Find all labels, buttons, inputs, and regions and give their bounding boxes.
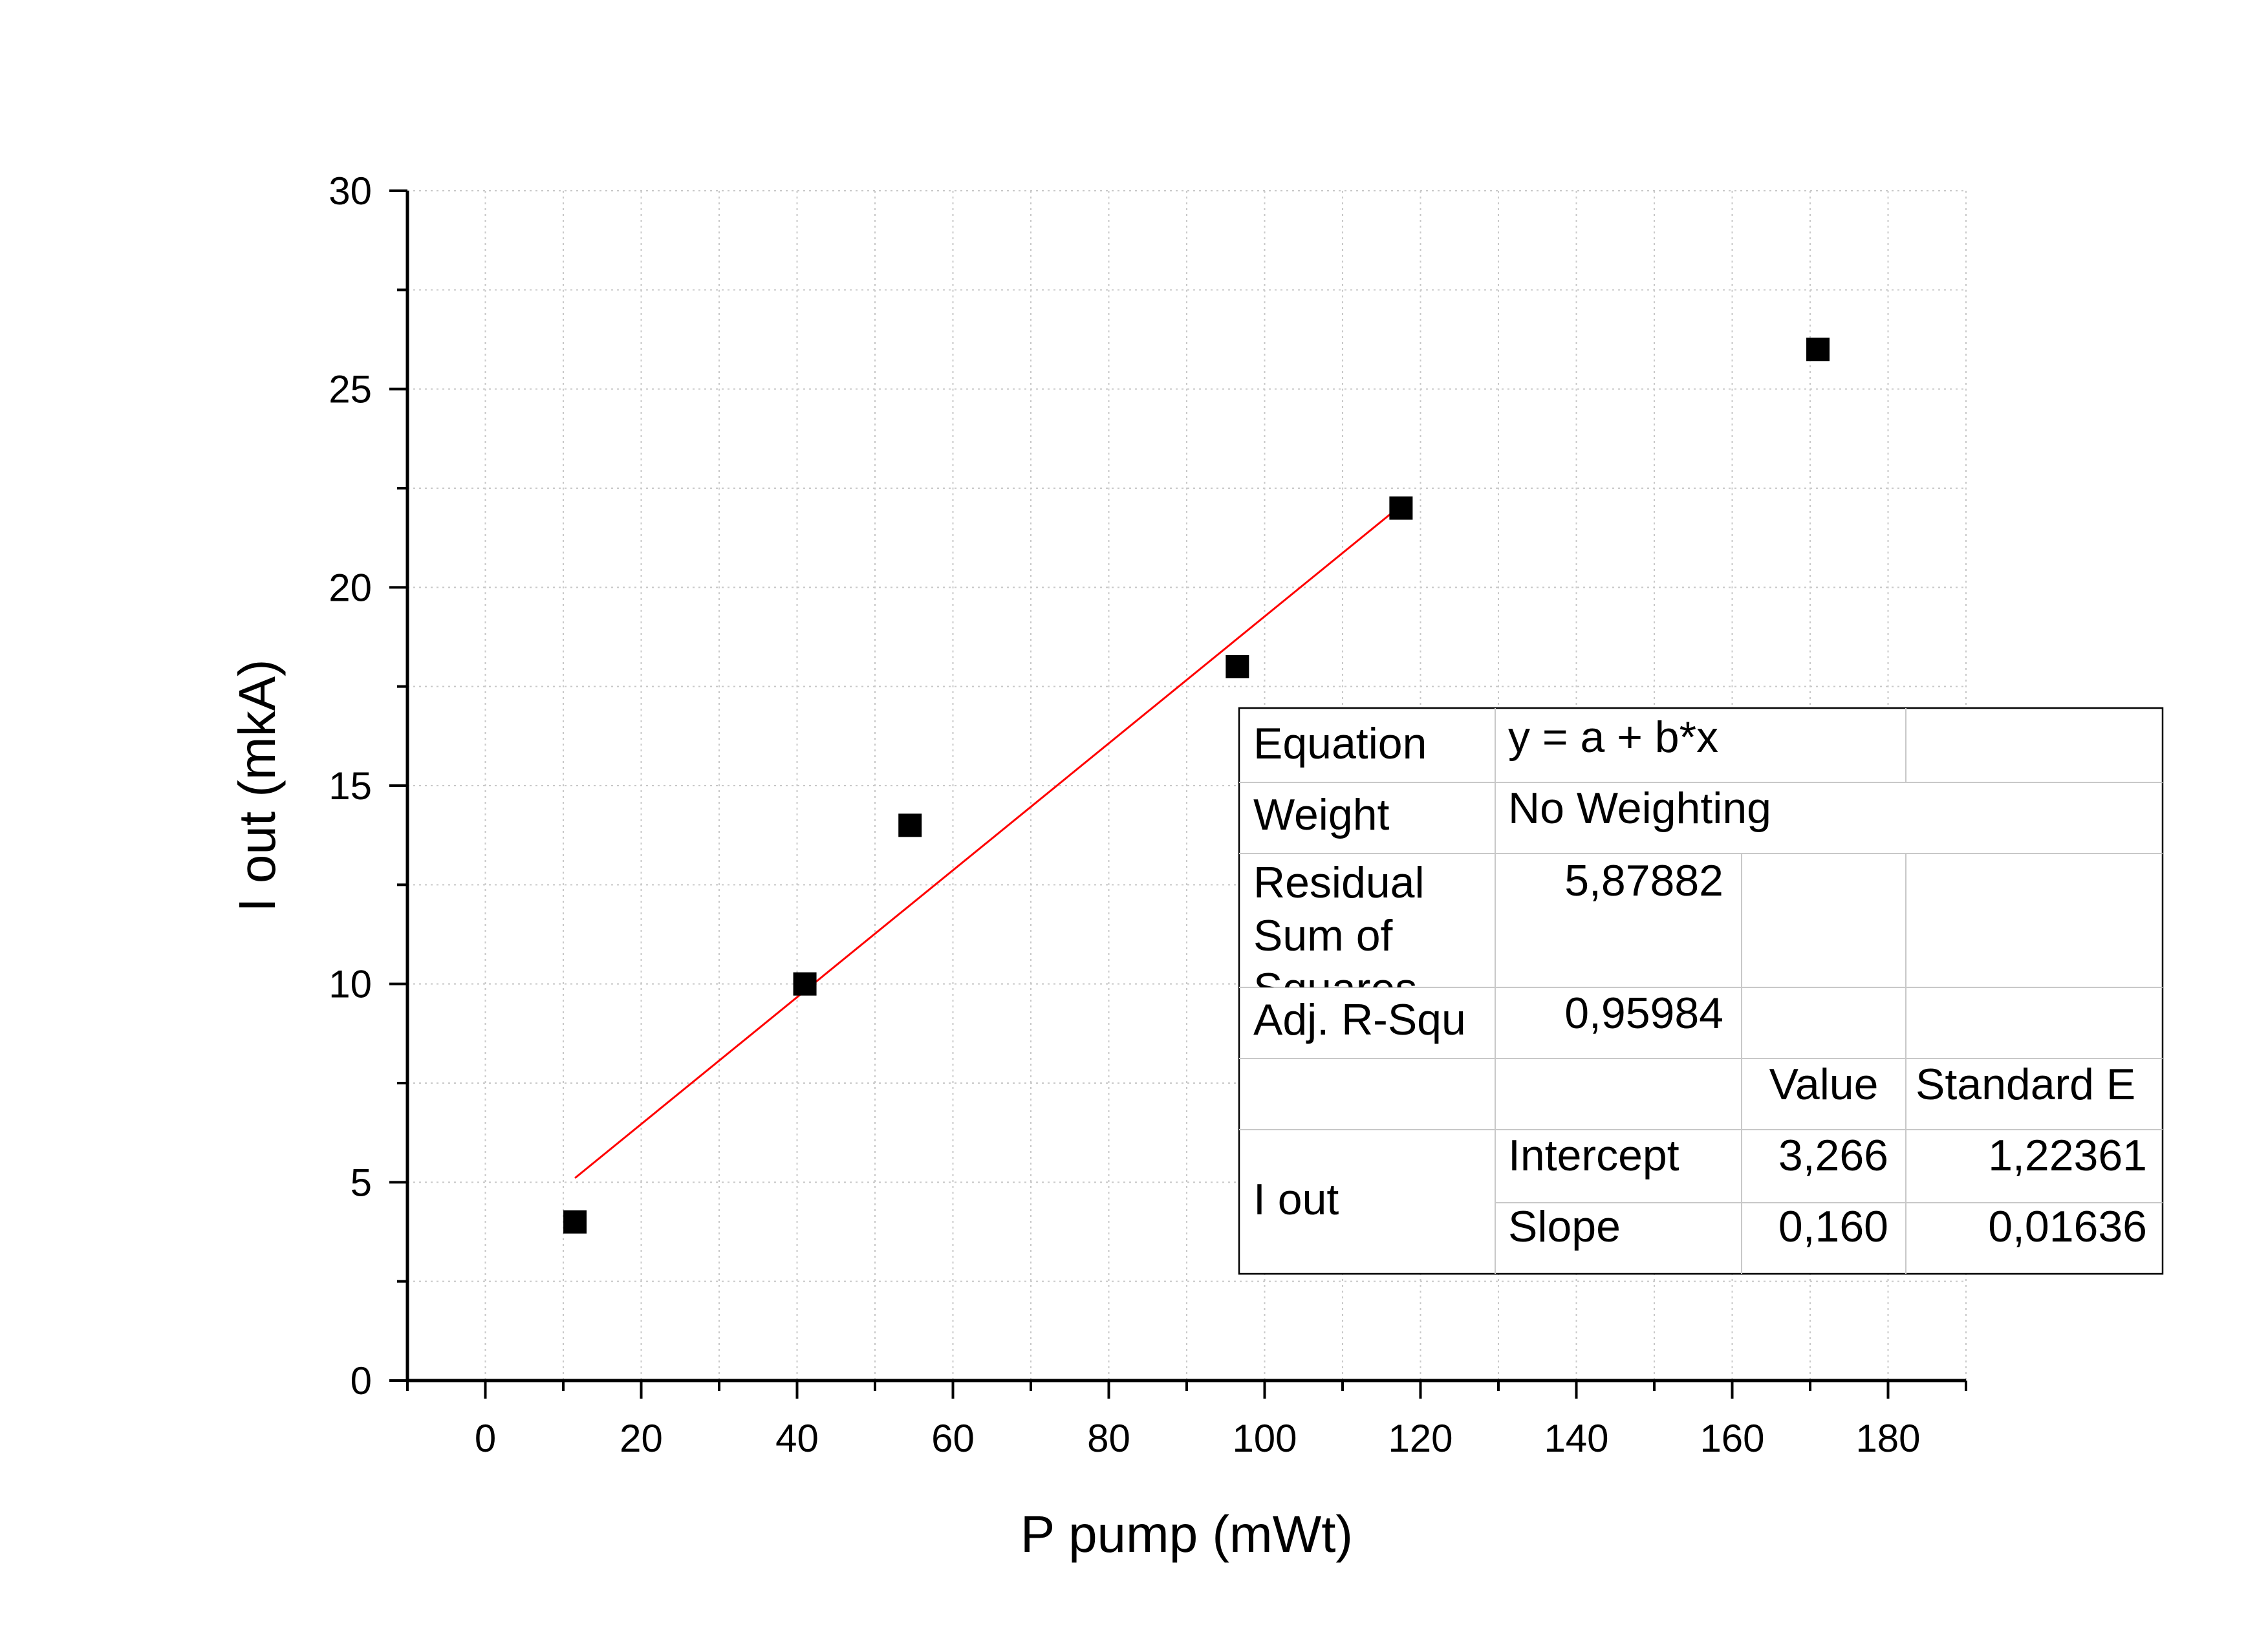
group-label-iout: I out (1253, 1175, 1339, 1224)
x-tick-label: 120 (1388, 1417, 1453, 1460)
row-slope-stderr: 0,01636 (1988, 1202, 2147, 1251)
equation-label: Equation (1253, 719, 1427, 768)
y-axis-title: I out (mkA) (228, 659, 286, 912)
x-tick-label: 60 (931, 1417, 975, 1460)
row-slope-value: 0,160 (1778, 1202, 1888, 1251)
data-point (1806, 338, 1830, 361)
weight-value: No Weighting (1508, 784, 1771, 833)
y-tick-label: 30 (329, 169, 372, 213)
y-tick-label: 10 (329, 963, 372, 1006)
y-tick-label: 5 (351, 1161, 372, 1204)
x-tick-label: 100 (1232, 1417, 1297, 1460)
x-tick-label: 180 (1855, 1417, 1920, 1460)
y-tick-label: 15 (329, 764, 372, 808)
data-point (563, 1210, 587, 1234)
row-slope-name: Slope (1508, 1202, 1621, 1251)
fit-table-border (1238, 707, 2164, 1275)
rss-label-line-2: Sum of (1253, 911, 1393, 960)
adj-r-square-label: Adj. R-Squ (1253, 995, 1466, 1044)
equation-value: y = a + b*x (1508, 713, 1718, 762)
x-tick-label: 20 (620, 1417, 663, 1460)
col-header-standard-error: Standard E (1916, 1060, 2135, 1109)
x-tick-label: 80 (1087, 1417, 1130, 1460)
row-intercept-value: 3,266 (1778, 1131, 1888, 1180)
x-axis-title: P pump (mWt) (1021, 1505, 1353, 1563)
y-tick-label: 25 (329, 368, 372, 411)
col-header-value: Value (1769, 1060, 1879, 1109)
rss-label-line-1: Residual (1253, 858, 1425, 907)
rss-label-line-3: Squares (1253, 964, 1417, 1013)
data-point (898, 813, 922, 837)
y-tick-label: 0 (351, 1359, 372, 1403)
weight-label: Weight (1253, 790, 1390, 839)
data-point (1389, 496, 1413, 520)
x-tick-label: 0 (475, 1417, 496, 1460)
fit-line-group (574, 504, 1402, 1179)
row-intercept-name: Intercept (1508, 1131, 1679, 1180)
row-intercept-stderr: 1,22361 (1988, 1131, 2147, 1180)
data-point (1226, 655, 1249, 678)
data-point (793, 972, 817, 996)
rss-value: 5,87882 (1564, 856, 1723, 905)
x-tick-label: 140 (1544, 1417, 1608, 1460)
data-points (563, 338, 1830, 1234)
adj-r-square-value: 0,95984 (1564, 989, 1723, 1038)
linear-fit-line (574, 504, 1402, 1179)
x-tick-label: 40 (775, 1417, 819, 1460)
y-tick-label: 20 (329, 566, 372, 609)
axis-ticks: 0 20 40 60 80 100 120 140 160 180 0 5 10 15 20 25 30 (329, 169, 1967, 1460)
fit-results-table: Equation y = a + b*x Weight No Weighting… (1238, 707, 2164, 1275)
x-tick-label: 160 (1700, 1417, 1764, 1460)
